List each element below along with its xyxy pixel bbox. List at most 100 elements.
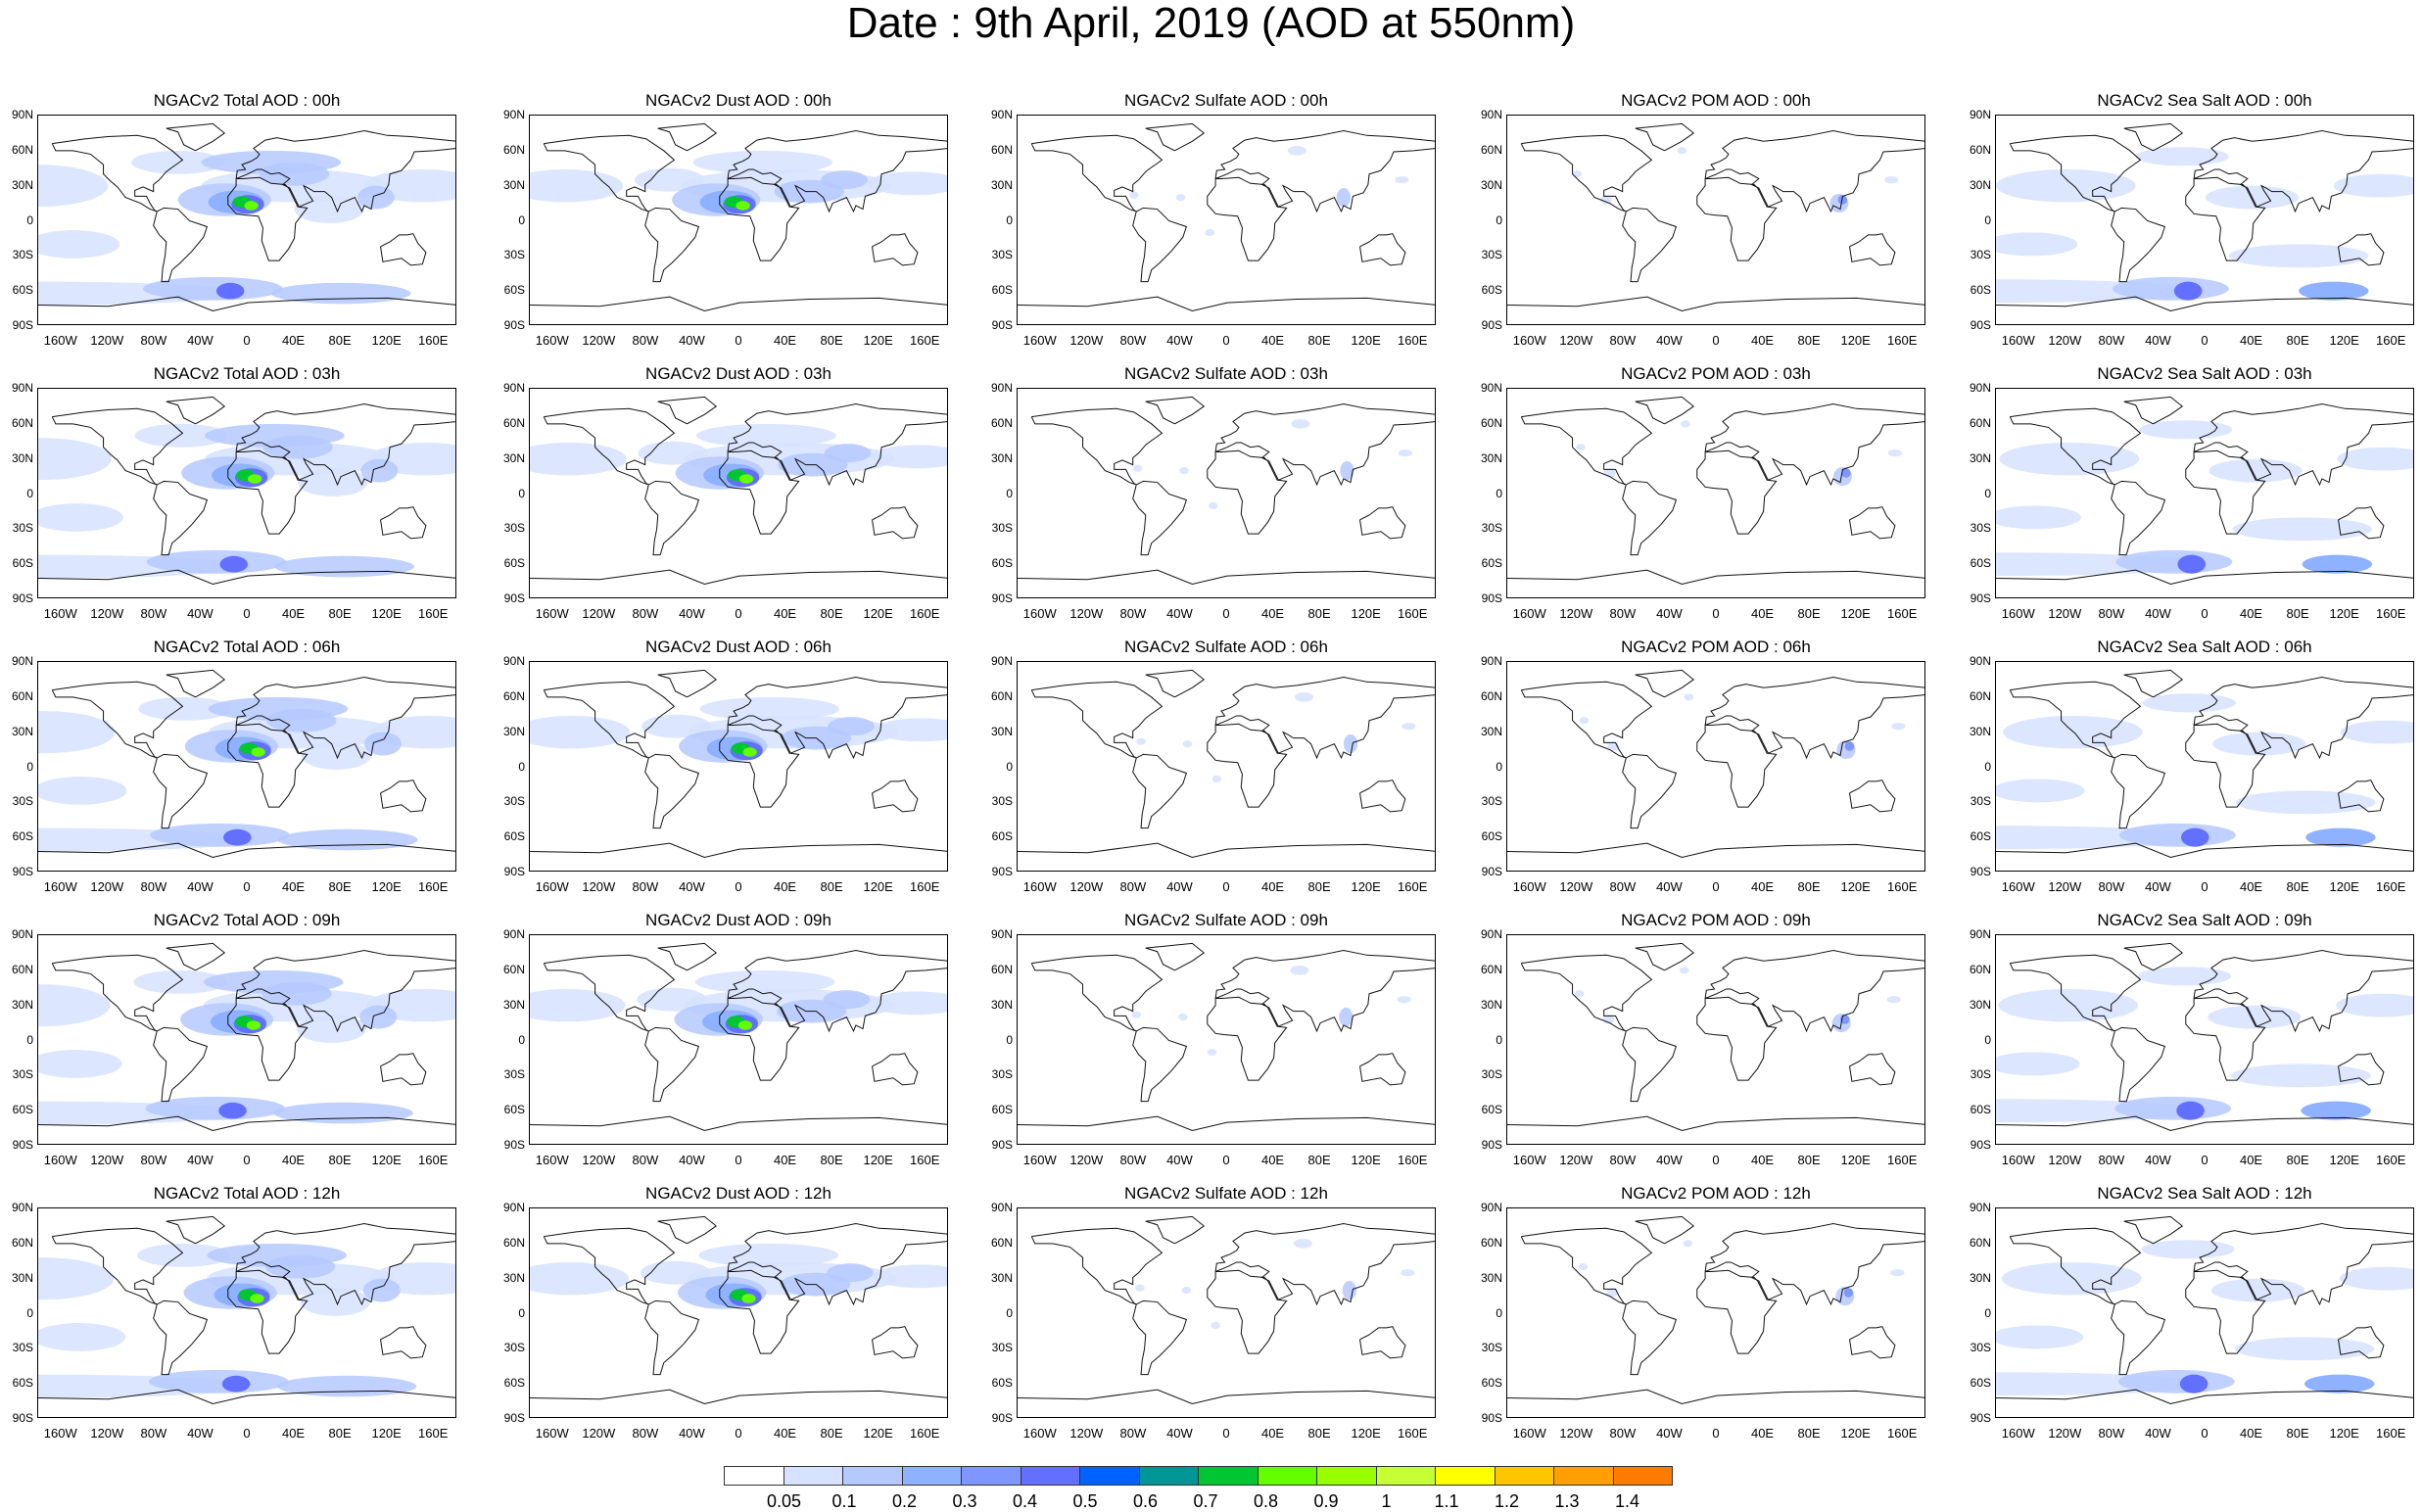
aod-plume <box>264 1254 336 1279</box>
aod-plume <box>2176 1101 2205 1120</box>
lat-tick-label: 60S <box>1481 1376 1502 1391</box>
aod-plume <box>698 1243 839 1267</box>
map-panel-sulfate-0 <box>1017 115 1436 325</box>
aod-plume <box>38 777 127 805</box>
lat-tick-label: 30N <box>990 997 1013 1012</box>
lon-tick-label: 120E <box>371 1153 402 1167</box>
lat-tick-label: 30S <box>503 1341 525 1355</box>
lat-tick-label: 30S <box>1970 248 1991 262</box>
map-svg <box>1018 1215 1435 1404</box>
lon-tick-label: 40E <box>1260 879 1285 894</box>
coastline <box>235 130 455 213</box>
coastline <box>1704 403 1924 487</box>
coastline <box>38 1115 455 1131</box>
coastline <box>1635 396 1695 425</box>
coastline <box>1849 233 1896 266</box>
lon-tick-label: 80W <box>140 879 167 894</box>
coastline <box>2123 122 2184 152</box>
map-panel-dust-1 <box>529 388 948 598</box>
lat-tick-label: 30S <box>1970 521 1991 536</box>
lat-tick-label: 60N <box>502 962 525 976</box>
colorbar-label: 0.7 <box>1193 1491 1218 1511</box>
lat-tick-label: 30S <box>1970 794 1991 809</box>
lat-tick-label: 0 <box>1006 486 1013 500</box>
lon-tick-label: 160W <box>2001 606 2035 621</box>
aod-plume <box>867 171 947 196</box>
map-svg <box>1996 1215 2413 1404</box>
map-panel-pom-2 <box>1506 661 1925 872</box>
coastline <box>1635 942 1695 971</box>
coastline <box>2111 480 2166 556</box>
map-svg <box>1996 669 2413 858</box>
lon-tick-label: 160E <box>910 879 940 894</box>
coastline <box>1018 569 1435 585</box>
lat-tick-label: 90N <box>990 927 1013 941</box>
lon-tick-label: 160E <box>1398 879 1428 894</box>
lat-tick-label: 0 <box>1496 1032 1502 1047</box>
panel-title: NGACv2 Sea Salt AOD : 00h <box>2097 91 2312 110</box>
lon-tick-label: 160W <box>43 1153 77 1167</box>
lat-tick-label: 0 <box>26 1305 33 1320</box>
coastline <box>2193 130 2413 213</box>
aod-plume <box>360 458 399 483</box>
aod-plume <box>276 1375 417 1397</box>
lat-tick-label: 30S <box>503 1067 525 1082</box>
aod-plume <box>38 165 109 208</box>
lat-tick-label: 60N <box>1480 415 1502 430</box>
aod-plume <box>635 167 705 192</box>
panel-title: NGACv2 Sulfate AOD : 09h <box>1124 911 1328 929</box>
lat-tick-label: 60S <box>1970 556 1991 571</box>
coastline <box>1996 1389 2413 1404</box>
lat-tick-label: 30N <box>502 177 525 192</box>
coastline <box>1696 996 1778 1081</box>
aod-plume <box>530 442 627 476</box>
aod-plume <box>1175 194 1186 202</box>
lat-tick-label: 30S <box>12 1067 33 1082</box>
coastline <box>227 1269 309 1354</box>
map-svg <box>38 942 455 1131</box>
aod-plume <box>1294 692 1313 702</box>
lat-tick-label: 90S <box>503 591 525 605</box>
lat-tick-label: 90S <box>1970 1411 1991 1425</box>
coastline <box>543 134 676 213</box>
coastline <box>1704 677 1924 760</box>
coastline <box>1996 569 2413 585</box>
lat-tick-label: 90S <box>1481 1411 1502 1425</box>
map-svg <box>1018 122 1435 311</box>
panel-title: NGACv2 Total AOD : 09h <box>153 911 341 929</box>
aod-plume <box>2302 554 2373 574</box>
coastline <box>1849 780 1896 813</box>
lon-tick-label: 40W <box>2145 1153 2171 1167</box>
aod-plume <box>739 474 754 484</box>
lon-tick-label: 80W <box>1609 1153 1637 1167</box>
map-panel-total-2 <box>37 661 456 872</box>
coastline <box>644 1026 700 1103</box>
aod-plume <box>221 1375 251 1393</box>
aod-plume <box>2112 276 2229 301</box>
lon-tick-label: 40E <box>2239 333 2263 348</box>
lat-tick-label: 60S <box>1481 829 1502 844</box>
lon-tick-label: 40W <box>2145 879 2171 894</box>
lat-tick-label: 90N <box>1480 108 1502 121</box>
lon-tick-label: 160E <box>1887 1426 1918 1441</box>
lon-tick-label: 160E <box>2376 1153 2406 1167</box>
lat-tick-label: 30N <box>502 1270 525 1285</box>
aod-plume <box>1677 147 1687 155</box>
lat-tick-label: 30N <box>502 997 525 1012</box>
aod-plume <box>2231 1063 2371 1088</box>
lon-tick-label: 80E <box>328 1426 352 1441</box>
lat-tick-label: 0 <box>26 486 33 500</box>
colorbar-swatch <box>961 1466 1021 1486</box>
aod-plume <box>259 162 330 186</box>
aod-plume <box>38 711 116 754</box>
panel-title: NGACv2 Dust AOD : 09h <box>645 911 831 929</box>
lon-tick-label: 160W <box>1022 1153 1057 1167</box>
map-svg <box>38 669 455 858</box>
lon-tick-label: 160E <box>1398 1153 1428 1167</box>
lon-tick-label: 40E <box>2239 606 2263 621</box>
coastline <box>657 669 718 698</box>
lon-tick-label: 40E <box>281 606 306 621</box>
coastline <box>1520 954 1653 1032</box>
aod-plume <box>363 732 402 756</box>
lon-tick-label: 120W <box>582 606 616 621</box>
